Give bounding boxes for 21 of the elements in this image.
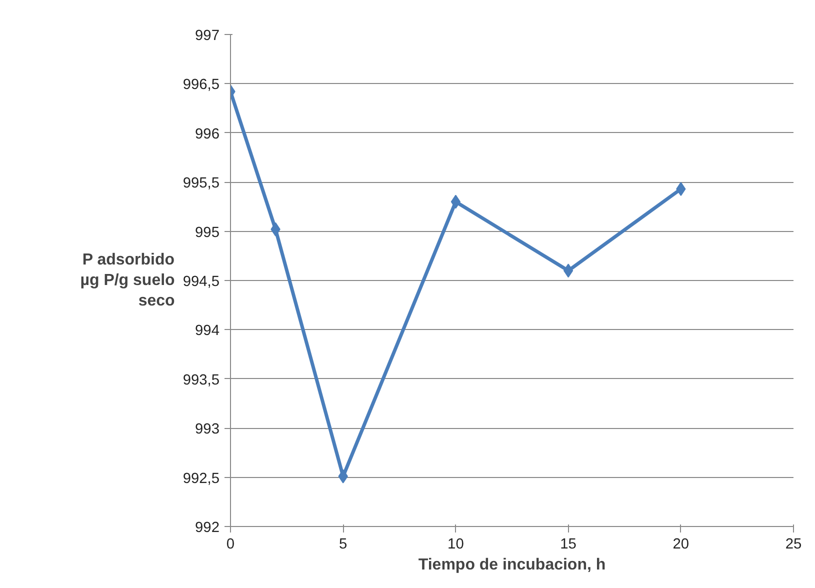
y-tick-label: 997 [195, 28, 220, 44]
point [563, 264, 574, 278]
y-tick-label: 996 [195, 126, 220, 142]
y-tick-label: 994,5 [182, 274, 220, 290]
x-tick-label: 20 [672, 536, 690, 552]
y-axis-title: P adsorbido µg P/g suelo seco [80, 252, 176, 310]
y-tick-label: 996,5 [182, 77, 220, 94]
x-tick-label: 25 [785, 536, 802, 552]
y-tick-label: 993,5 [182, 372, 220, 388]
point [450, 194, 461, 209]
y-tick-label: 992 [195, 520, 220, 536]
x-tick-label: 5 [339, 536, 348, 552]
x-tick-label: 0 [226, 536, 235, 552]
x-tick-label: 15 [560, 536, 576, 552]
x-tick-label: 10 [448, 536, 464, 552]
y-tick-label: 992,5 [182, 470, 220, 487]
y-tick-label: 995,5 [182, 176, 220, 192]
x-axis-title: Tiempo de incubacion, h [418, 556, 606, 574]
y-tick-label: 993 [195, 422, 220, 438]
y-tick-label: 995 [195, 224, 220, 241]
y-tick-label: 994 [195, 323, 220, 340]
